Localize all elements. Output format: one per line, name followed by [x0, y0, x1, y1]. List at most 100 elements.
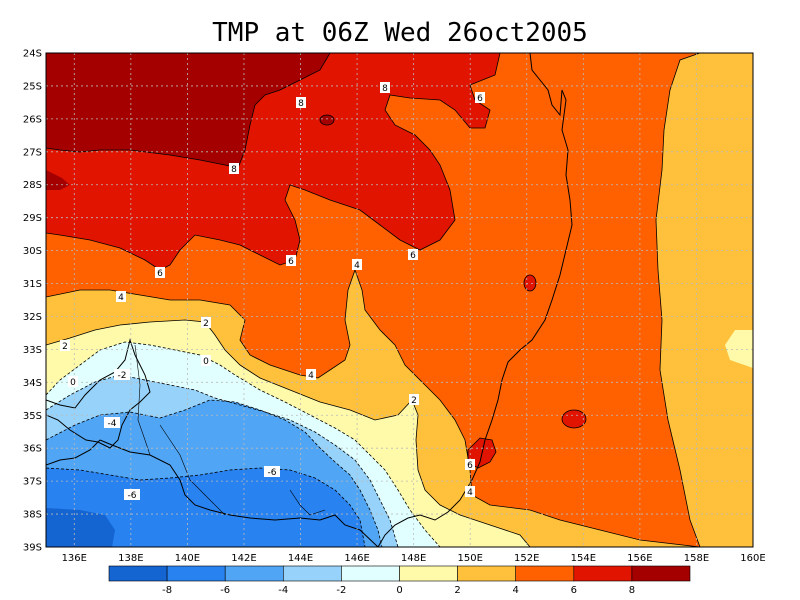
latitude-label: 24S [23, 49, 42, 60]
contour-label: 0 [201, 355, 211, 367]
latitude-label: 27S [23, 147, 42, 158]
map-frame [45, 52, 754, 548]
longitude-label: 142E [231, 553, 256, 564]
band-minus8-to-minus6 [46, 468, 365, 547]
band-below-minus8 [46, 508, 115, 547]
latitude-label: 34S [23, 378, 42, 389]
warm-pocket-southeast [562, 410, 586, 428]
latitude-axis: 24S 25S 26S 27S 28S 29S 30S 31S 32S 33S 34S 35S 36S 3… [23, 49, 42, 554]
contour-label: -4 [104, 417, 120, 429]
latitude-label: 33S [23, 345, 42, 356]
svg-text:8: 8 [382, 84, 388, 94]
svg-text:0: 0 [70, 378, 76, 388]
colorbar-label: 6 [571, 585, 577, 596]
colorbar-swatch [457, 565, 517, 582]
contour-label: 8 [296, 97, 306, 109]
state-borders [134, 344, 326, 516]
svg-text:-6: -6 [268, 468, 277, 478]
colorbar-label: 4 [513, 585, 519, 596]
latitude-label: 32S [23, 312, 42, 323]
colorbar-label: -8 [162, 585, 172, 596]
contour-labels: 8 8 8 6 6 6 6 4 4 4 2 2 2 0 0 -2 -4 -6 -… [60, 82, 485, 501]
svg-text:0: 0 [203, 357, 209, 367]
colorbar-swatch [166, 565, 226, 582]
colorbar-swatch [515, 565, 575, 582]
band-2-to-4-east [656, 53, 753, 547]
svg-text:2: 2 [62, 342, 68, 352]
svg-text:4: 4 [354, 261, 360, 271]
colorbar-swatch [224, 565, 284, 582]
contour-label: 4 [352, 259, 362, 271]
colorbar-label: 2 [454, 585, 460, 596]
contour-label: 2 [60, 340, 70, 352]
warm-pocket-north [320, 115, 334, 125]
colorbar-swatch [282, 565, 342, 582]
band-0-to-2-east [725, 330, 753, 368]
band-above-8 [46, 53, 330, 168]
longitude-label: 138E [118, 553, 143, 564]
contour-label: 0 [68, 376, 78, 388]
contour-fill-layer [46, 53, 753, 547]
contour-label: 4 [306, 369, 316, 381]
longitude-label: 148E [401, 553, 426, 564]
longitude-label: 160E [740, 553, 765, 564]
colorbar-label: -4 [278, 585, 288, 596]
svg-text:2: 2 [411, 396, 417, 406]
contour-label: 6 [475, 92, 485, 104]
svg-text:4: 4 [308, 371, 314, 381]
svg-text:2: 2 [203, 319, 209, 329]
colorbar-label: 8 [629, 585, 635, 596]
longitude-label: 158E [684, 553, 709, 564]
contour-label: 6 [465, 459, 475, 471]
colorbar: -8 -6 -4 -2 0 2 4 6 8 [108, 565, 691, 596]
svg-text:8: 8 [231, 165, 237, 175]
latitude-label: 38S [23, 510, 42, 521]
latitude-label: 25S [23, 81, 42, 92]
contour-label: 2 [201, 317, 211, 329]
colorbar-swatch [108, 565, 168, 582]
contour-label: -2 [114, 369, 130, 381]
colorbar-label: 0 [396, 585, 402, 596]
colorbar-swatch [573, 565, 633, 582]
longitude-label: 146E [344, 553, 369, 564]
longitude-label: 144E [288, 553, 313, 564]
latitude-label: 35S [23, 411, 42, 422]
contour-label: 8 [229, 163, 239, 175]
contour-label: 6 [286, 255, 296, 267]
contour-label: 4 [116, 291, 126, 303]
contour-label: 8 [380, 82, 390, 94]
latitude-label: 37S [23, 477, 42, 488]
longitude-label: 136E [62, 553, 87, 564]
colorbar-swatch [399, 565, 458, 582]
longitude-label: 140E [175, 553, 200, 564]
svg-text:-2: -2 [118, 371, 127, 381]
coastline [46, 53, 573, 547]
latitude-label: 31S [23, 279, 42, 290]
colorbar-label: -2 [336, 585, 346, 596]
colorbar-swatch [631, 565, 691, 582]
contour-label: 6 [408, 249, 418, 261]
map-title: TMP at 06Z Wed 26oct2005 [212, 18, 588, 48]
longitude-label: 154E [571, 553, 596, 564]
svg-text:8: 8 [298, 99, 304, 109]
svg-text:6: 6 [467, 461, 473, 471]
svg-text:4: 4 [467, 488, 473, 498]
longitude-label: 156E [627, 553, 652, 564]
longitude-label: 152E [514, 553, 539, 564]
svg-text:6: 6 [410, 251, 416, 261]
colorbar-label: -6 [220, 585, 230, 596]
svg-text:-4: -4 [108, 419, 117, 429]
latitude-label: 28S [23, 180, 42, 191]
svg-text:6: 6 [477, 94, 483, 104]
contour-label: -6 [124, 489, 140, 501]
svg-text:-6: -6 [128, 491, 137, 501]
latitude-label: 26S [23, 114, 42, 125]
contour-label: 4 [465, 486, 475, 498]
contour-label: -6 [264, 466, 280, 478]
colorbar-swatch [341, 565, 400, 582]
svg-text:4: 4 [118, 293, 124, 303]
longitude-label: 150E [457, 553, 482, 564]
graticule [46, 53, 753, 547]
latitude-label: 39S [23, 543, 42, 554]
